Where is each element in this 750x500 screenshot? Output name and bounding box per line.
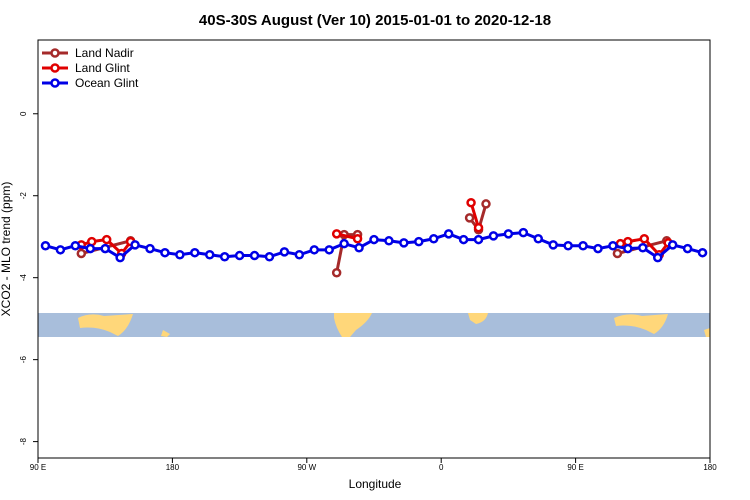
data-point — [324, 245, 334, 255]
y-tick-label: 0 — [19, 111, 28, 116]
data-point — [160, 247, 170, 258]
data-point — [76, 248, 87, 259]
data-point — [443, 229, 454, 239]
data-point — [331, 268, 342, 278]
data-point — [548, 240, 558, 250]
data-point — [175, 249, 185, 260]
data-point — [473, 222, 484, 233]
data-point — [623, 243, 633, 254]
data-point — [249, 250, 260, 261]
x-tick-label: 180 — [166, 463, 180, 472]
data-point — [354, 243, 364, 253]
y-tick-label: -2 — [19, 192, 28, 200]
data-point — [593, 243, 603, 254]
chart-title: 40S-30S August (Ver 10) 2015-01-01 to 20… — [199, 12, 551, 29]
y-axis-label: XCO2 - MLO trend (ppm) — [0, 182, 13, 317]
x-tick-label: 90 E — [567, 463, 583, 472]
data-point — [331, 229, 342, 239]
data-point — [458, 234, 469, 245]
data-point — [55, 245, 66, 255]
data-point — [612, 248, 623, 259]
data-point — [294, 249, 305, 260]
data-point — [697, 247, 708, 258]
data-point — [533, 234, 544, 244]
data-point — [115, 252, 125, 263]
y-tick-label: -4 — [19, 274, 28, 282]
data-point — [279, 247, 290, 257]
data-point — [466, 197, 476, 208]
y-tick-label: -6 — [19, 356, 28, 364]
data-point — [518, 227, 529, 238]
data-point — [339, 238, 349, 249]
x-tick-label: 0 — [439, 463, 444, 472]
data-point — [563, 240, 573, 251]
plot-frame — [37, 39, 711, 459]
data-point — [608, 240, 618, 251]
x-tick-label: 90 E — [30, 463, 46, 472]
data-point — [652, 252, 663, 263]
map-strip — [38, 313, 710, 337]
data-point — [70, 240, 81, 251]
data-point — [473, 234, 484, 245]
data-point — [488, 231, 499, 241]
x-tick-label: 90 W — [297, 463, 316, 472]
data-point — [100, 243, 110, 254]
data-point — [264, 252, 275, 262]
data-point — [130, 240, 140, 250]
data-point — [682, 243, 693, 254]
data-point — [204, 249, 215, 260]
x-axis-label: Longitude — [349, 477, 402, 491]
legend-marker — [50, 48, 60, 58]
data-point — [369, 234, 379, 245]
legend-label: Land Nadir — [75, 46, 134, 60]
data-point — [85, 243, 96, 254]
legend-marker — [50, 63, 60, 73]
legend-label: Ocean Glint — [75, 76, 139, 90]
data-point — [219, 252, 230, 262]
data-point — [464, 213, 475, 223]
data-point — [384, 236, 394, 246]
data-point — [234, 250, 245, 261]
data-point — [352, 234, 363, 244]
data-point — [667, 240, 678, 250]
data-point — [428, 234, 439, 244]
data-point — [145, 243, 155, 254]
data-point — [309, 245, 320, 255]
data-point — [578, 240, 588, 251]
data-point — [414, 236, 424, 247]
data-point — [101, 234, 112, 245]
y-tick-label: -8 — [19, 438, 28, 446]
data-point — [40, 240, 51, 251]
data-point — [639, 234, 650, 244]
data-point — [638, 243, 648, 253]
data-point — [399, 238, 409, 248]
data-point — [481, 199, 491, 209]
data-point — [503, 229, 514, 239]
legend-marker — [50, 78, 60, 88]
legend-label: Land Glint — [75, 61, 130, 75]
x-tick-label: 180 — [703, 463, 717, 472]
data-point — [190, 247, 200, 258]
